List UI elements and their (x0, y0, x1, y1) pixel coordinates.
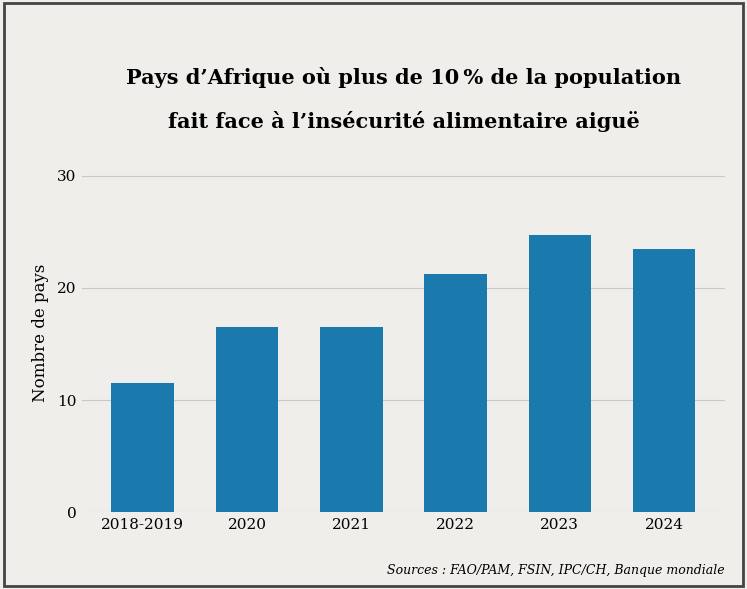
Bar (216, 327, 278, 512)
Bar (320, 327, 382, 512)
Bar (633, 249, 695, 512)
Text: fait face à l’insécurité alimentaire aiguë: fait face à l’insécurité alimentaire aig… (167, 111, 639, 131)
Bar (424, 274, 487, 512)
Bar (111, 383, 174, 512)
Text: Pays d’Afrique où plus de 10 % de la population: Pays d’Afrique où plus de 10 % de la pop… (125, 68, 681, 88)
Y-axis label: Nombre de pays: Nombre de pays (32, 264, 49, 402)
Text: Sources : FAO/PAM, FSIN, IPC/CH, Banque mondiale: Sources : FAO/PAM, FSIN, IPC/CH, Banque … (387, 564, 725, 577)
Bar (529, 235, 591, 512)
